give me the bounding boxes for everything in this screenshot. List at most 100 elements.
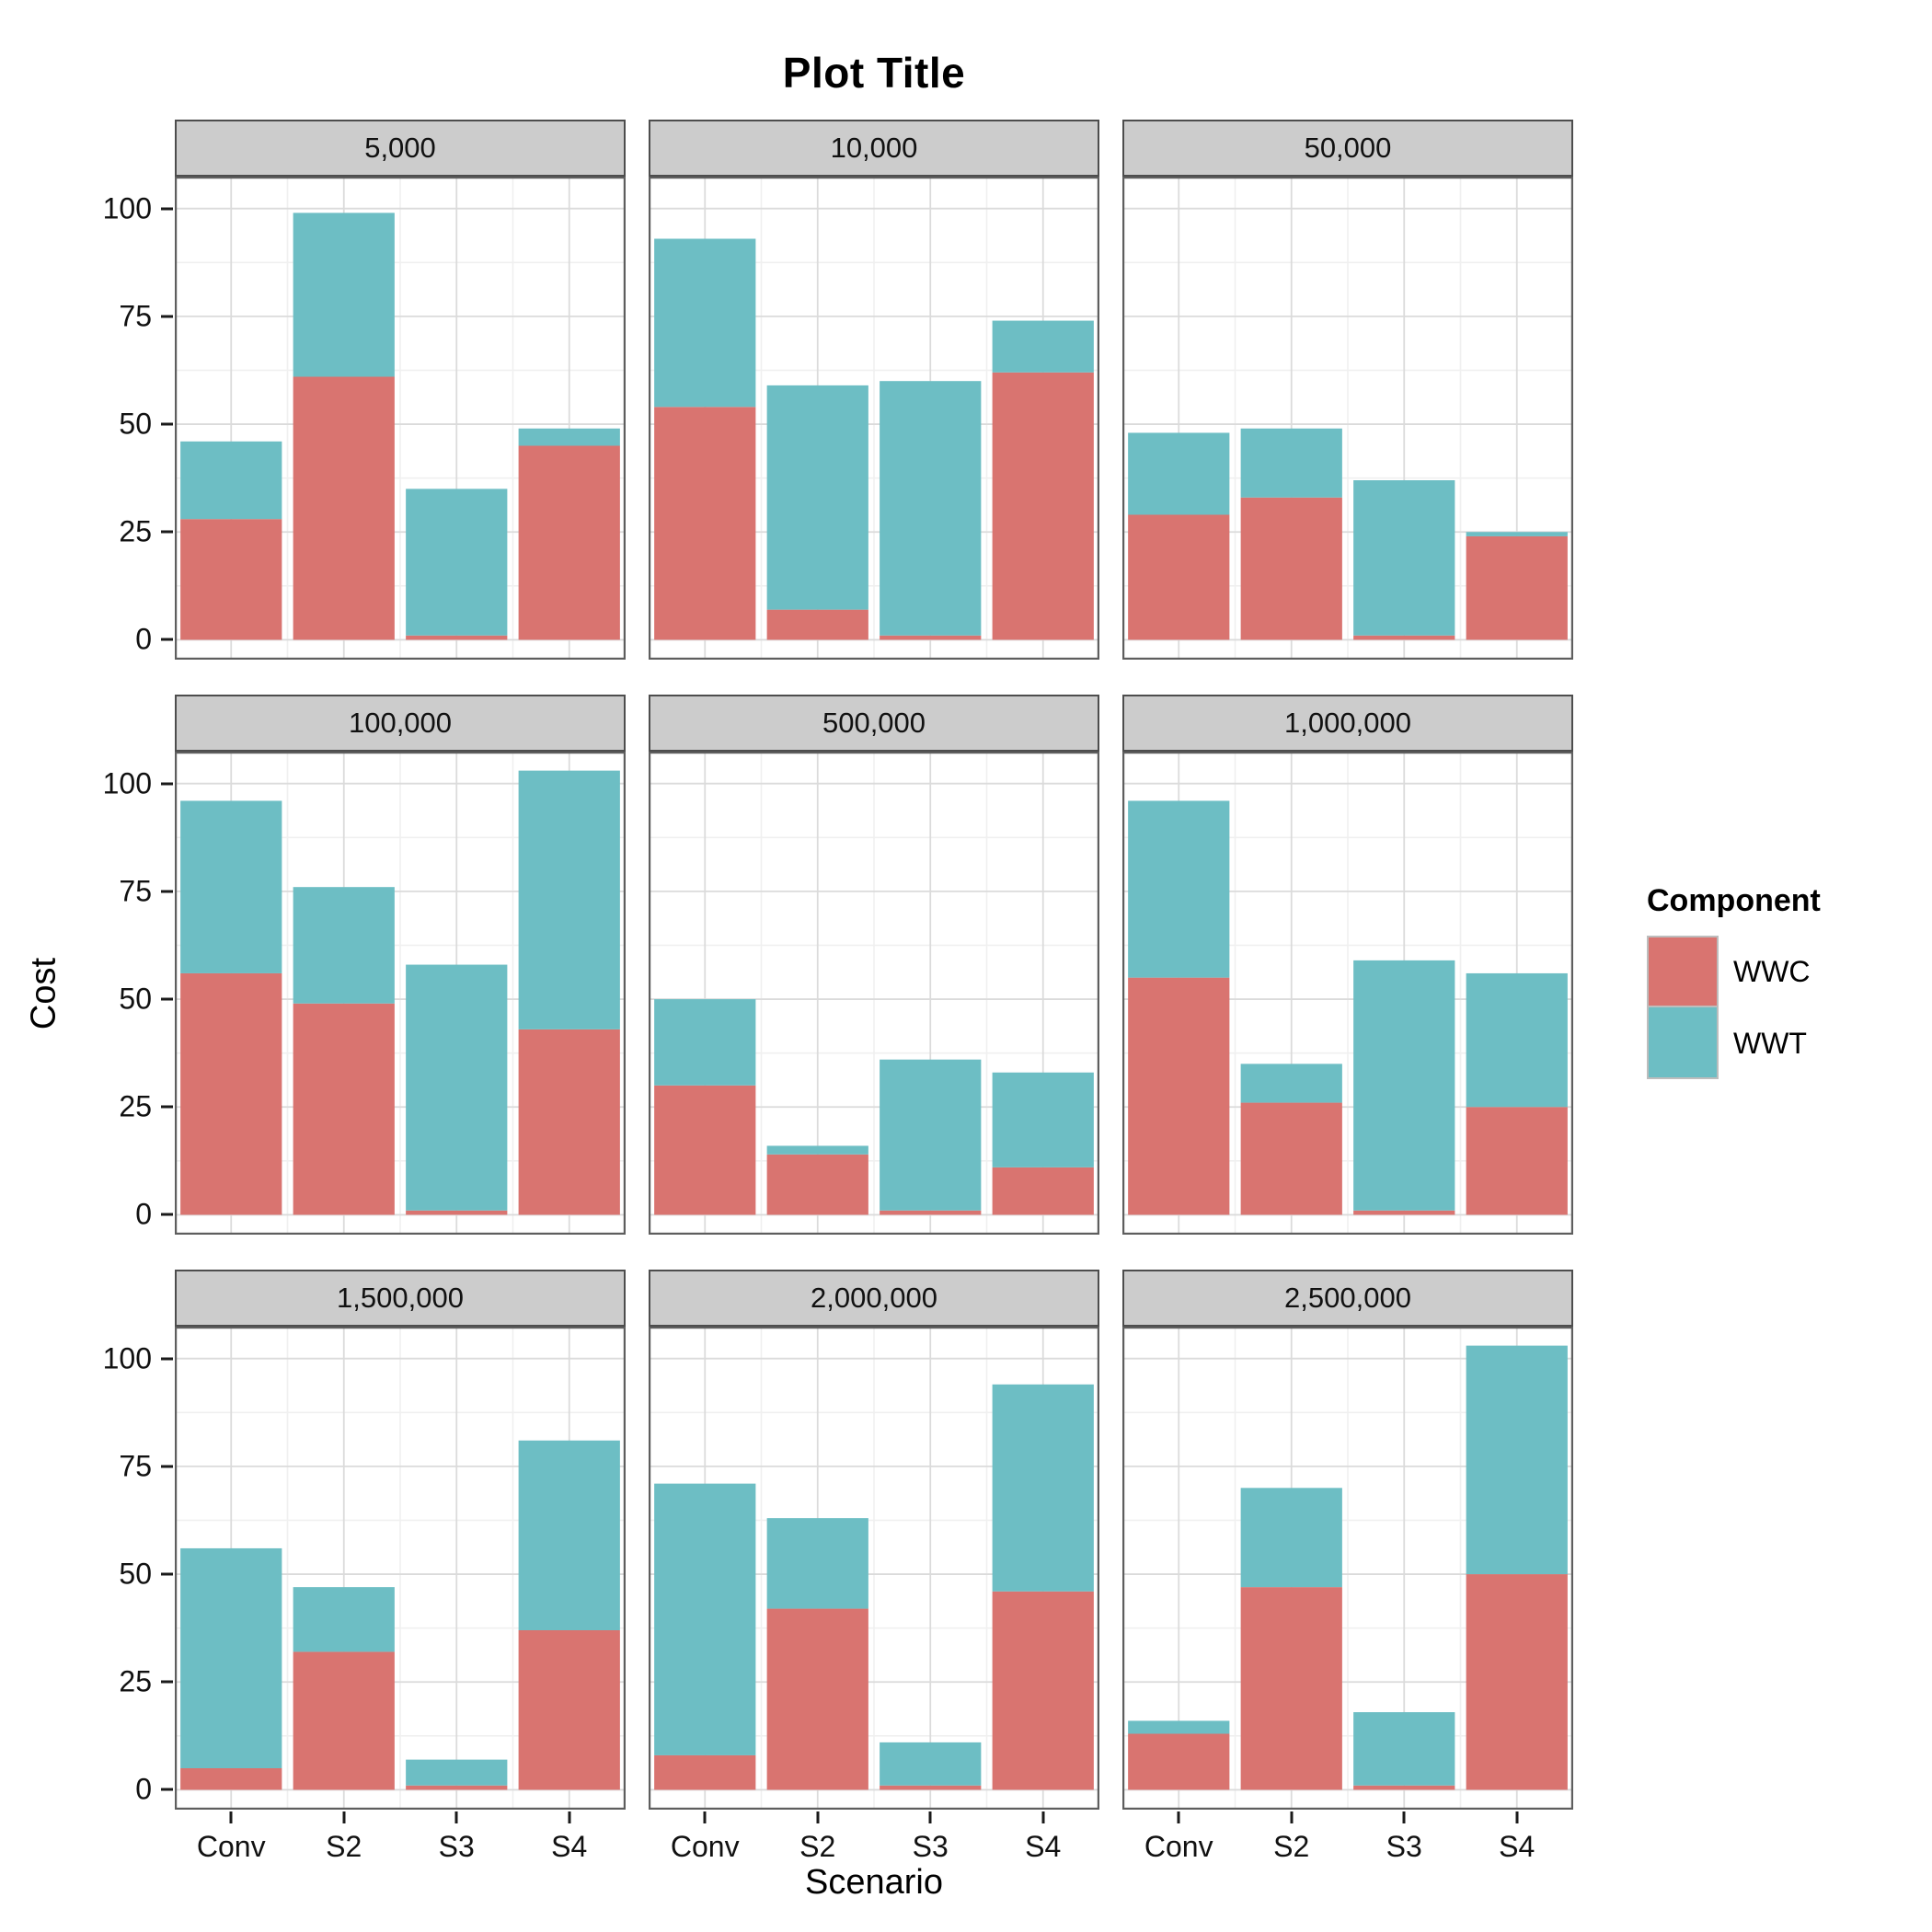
bar-segment-wwt bbox=[880, 1742, 982, 1786]
y-axis-tick bbox=[161, 1213, 173, 1216]
bar-segment-wwt bbox=[293, 213, 395, 377]
facet-strip: 500,000 bbox=[649, 695, 1099, 752]
y-axis-tick bbox=[161, 1788, 173, 1791]
y-axis-tick bbox=[161, 997, 173, 1001]
x-axis-tick-label: S3 bbox=[438, 1830, 475, 1863]
bar-segment-wwt bbox=[1353, 960, 1455, 1211]
y-axis-tick-label: 50 bbox=[119, 407, 152, 441]
facet-panel bbox=[649, 1327, 1099, 1810]
y-axis-tick bbox=[161, 1465, 173, 1468]
bar-segment-wwt bbox=[880, 1059, 982, 1211]
bar-segment-wwc bbox=[880, 1210, 982, 1215]
y-axis-tick bbox=[161, 315, 173, 318]
facet-panel bbox=[175, 177, 626, 660]
panel-border bbox=[175, 752, 626, 1235]
bar-segment-wwc bbox=[1128, 1733, 1230, 1790]
facet-strip-label: 1,000,000 bbox=[1284, 707, 1411, 739]
y-axis-tick-label: 50 bbox=[119, 982, 152, 1016]
facet-strip-label: 5,000 bbox=[364, 132, 436, 164]
panel-border bbox=[1122, 177, 1573, 660]
y-axis-tick-label: 0 bbox=[135, 1197, 152, 1231]
y-axis-tick-label: 0 bbox=[135, 1772, 152, 1806]
facet-panel bbox=[1122, 1327, 1573, 1810]
y-axis-tick-label: 25 bbox=[119, 1664, 152, 1698]
facet-panel bbox=[649, 752, 1099, 1235]
x-axis-tick bbox=[1290, 1811, 1294, 1823]
bar-segment-wwc bbox=[1240, 497, 1342, 640]
bar-segment-wwt bbox=[180, 441, 282, 520]
bar-segment-wwt bbox=[1240, 428, 1342, 498]
y-axis-tick-label: 100 bbox=[102, 766, 152, 800]
bar-segment-wwc bbox=[180, 972, 282, 1215]
legend-title: Component bbox=[1647, 883, 1821, 918]
x-axis-tick-label: S4 bbox=[1025, 1830, 1062, 1863]
bar-segment-wwt bbox=[766, 385, 868, 610]
y-axis-tick bbox=[161, 1105, 173, 1109]
bar-segment-wwc bbox=[766, 609, 868, 640]
bar-segment-wwt bbox=[1353, 480, 1455, 636]
facet-strip: 100,000 bbox=[175, 695, 626, 752]
x-axis-tick bbox=[1402, 1811, 1406, 1823]
bar-segment-wwc bbox=[992, 1591, 1094, 1790]
legend-item-label: WWC bbox=[1733, 954, 1811, 988]
x-axis-tick-label: S4 bbox=[551, 1830, 588, 1863]
y-axis-tick-label: 75 bbox=[119, 299, 152, 333]
facet-strip-label: 50,000 bbox=[1304, 132, 1392, 164]
facet-strip-label: 10,000 bbox=[830, 132, 918, 164]
bar-segment-wwc bbox=[293, 1651, 395, 1790]
plot-title: Plot Title bbox=[782, 49, 966, 97]
bar-segment-wwt bbox=[766, 1518, 868, 1609]
facet-strip: 1,500,000 bbox=[175, 1270, 626, 1327]
x-axis-tick bbox=[454, 1811, 458, 1823]
bar-segment-wwt bbox=[654, 999, 756, 1086]
bar-segment-wwc bbox=[406, 635, 508, 640]
y-axis-tick bbox=[161, 207, 173, 211]
bar-segment-wwt bbox=[518, 1440, 620, 1630]
panel-border bbox=[649, 1327, 1099, 1810]
legend-swatch-icon bbox=[1647, 1007, 1719, 1079]
x-axis-tick-label: Conv bbox=[1144, 1830, 1213, 1863]
y-axis-tick bbox=[161, 1357, 173, 1361]
panel-border bbox=[175, 1327, 626, 1810]
facet-strip: 2,000,000 bbox=[649, 1270, 1099, 1327]
bar-segment-wwc bbox=[518, 1630, 620, 1790]
facet-strip-label: 100,000 bbox=[348, 707, 453, 739]
y-axis-tick-label: 75 bbox=[119, 874, 152, 908]
bar-segment-wwt bbox=[992, 320, 1094, 373]
bar-segment-wwc bbox=[1466, 1574, 1568, 1790]
facet-panel bbox=[1122, 177, 1573, 660]
bar-segment-wwt bbox=[992, 1072, 1094, 1167]
bar-segment-wwc bbox=[293, 376, 395, 640]
x-axis-tick-label: S4 bbox=[1499, 1830, 1535, 1863]
bar-segment-wwt bbox=[180, 1547, 282, 1768]
x-axis-tick-label: Conv bbox=[196, 1830, 266, 1863]
y-axis-tick-label: 50 bbox=[119, 1557, 152, 1591]
x-axis-tick bbox=[928, 1811, 932, 1823]
legend: Component WWC WWT bbox=[1647, 883, 1821, 1079]
x-axis-tick-label: S2 bbox=[799, 1830, 836, 1863]
bar-segment-wwc bbox=[766, 1608, 868, 1790]
bar-segment-wwt bbox=[1128, 1720, 1230, 1734]
x-axis-tick-label: S2 bbox=[1273, 1830, 1310, 1863]
legend-item: WWT bbox=[1647, 1007, 1821, 1079]
bar-segment-wwc bbox=[654, 407, 756, 640]
y-axis-tick-label: 25 bbox=[119, 1089, 152, 1123]
bar-segment-wwt bbox=[180, 800, 282, 973]
facet-strip-label: 2,000,000 bbox=[811, 1282, 937, 1314]
bar-segment-wwc bbox=[1466, 1107, 1568, 1215]
x-axis-tick-label: S3 bbox=[912, 1830, 949, 1863]
x-axis-tick bbox=[1177, 1811, 1180, 1823]
bar-segment-wwc bbox=[880, 1785, 982, 1790]
y-axis-tick-label: 0 bbox=[135, 622, 152, 656]
bar-segment-wwt bbox=[880, 381, 982, 636]
bar-segment-wwc bbox=[406, 1785, 508, 1790]
bar-segment-wwt bbox=[1128, 800, 1230, 978]
bar-segment-wwc bbox=[1240, 1587, 1342, 1790]
panel-border bbox=[1122, 1327, 1573, 1810]
bar-segment-wwc bbox=[654, 1754, 756, 1790]
x-axis-tick-label: Conv bbox=[670, 1830, 740, 1863]
bar-segment-wwt bbox=[1466, 1345, 1568, 1575]
bar-segment-wwc bbox=[1240, 1102, 1342, 1215]
bar-segment-wwt bbox=[406, 1759, 508, 1786]
